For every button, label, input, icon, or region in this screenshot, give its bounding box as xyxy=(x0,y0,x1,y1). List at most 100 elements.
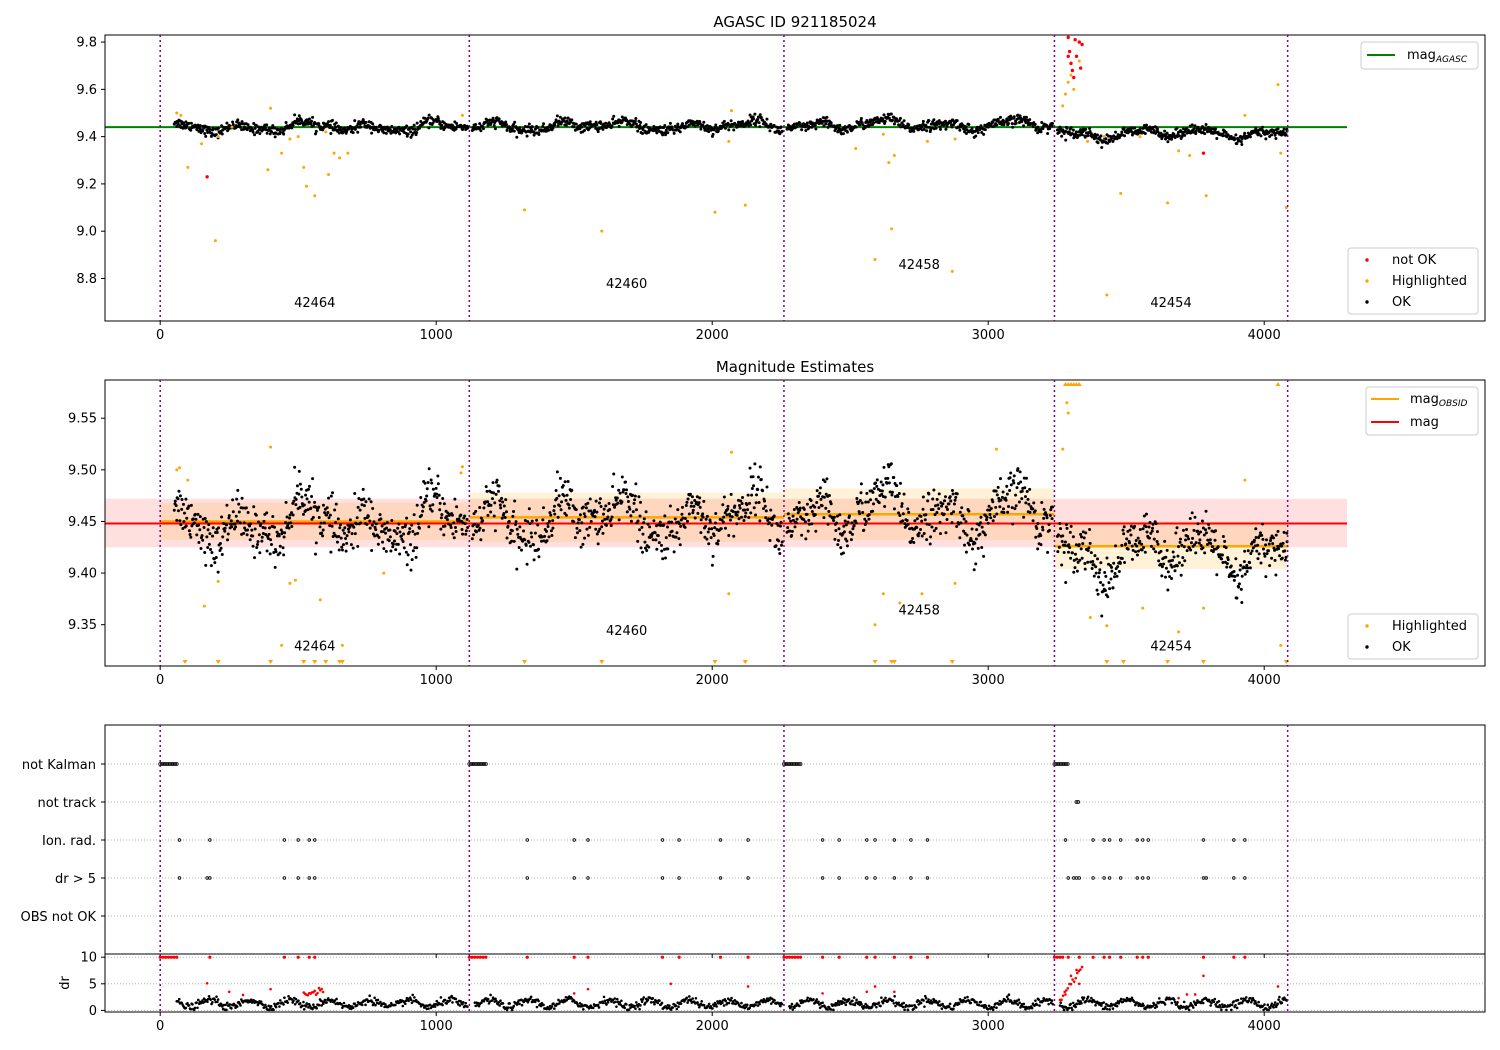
estimates-ok-point xyxy=(750,493,754,497)
agasc-ok-point xyxy=(680,122,684,126)
agasc-ok-point xyxy=(334,125,338,129)
estimates-ok-point xyxy=(670,529,674,533)
estimates-ok-point xyxy=(189,503,193,507)
flag-dr-point xyxy=(572,876,576,880)
estimates-ok-point xyxy=(1045,516,1049,520)
estimates-ok-point xyxy=(712,534,716,538)
agasc-ok-point xyxy=(225,121,229,125)
agasc-ok-point xyxy=(611,117,615,121)
estimates-ok-point xyxy=(230,525,234,529)
estimates-ok-point xyxy=(226,532,230,536)
estimates-ok-point xyxy=(1200,519,1204,523)
estimates-ok-point xyxy=(446,511,450,515)
estimates-ok-point xyxy=(207,523,211,527)
estimates-ok-point xyxy=(292,499,296,503)
agasc-ok-point xyxy=(439,126,443,130)
estimates-ok-point xyxy=(211,526,215,530)
dr-ok-point xyxy=(591,1006,595,1010)
dr-ok-point xyxy=(533,1000,537,1004)
estimates-ok-point xyxy=(541,518,545,522)
estimates-ok-point xyxy=(804,537,808,541)
estimates-ok-point xyxy=(994,505,998,509)
estimates-ok-point xyxy=(1278,554,1282,558)
agasc-ok-point xyxy=(659,126,663,130)
estimates-ok-point xyxy=(595,532,599,536)
estimates-ok-point xyxy=(255,542,259,546)
agasc-ok-point xyxy=(417,126,421,130)
estimates-ok-point xyxy=(636,539,640,543)
estimates-clipped-low-marker xyxy=(1120,660,1126,664)
estimates-ok-point xyxy=(271,514,275,518)
estimates-ok-point xyxy=(1240,600,1244,604)
agasc-highlighted-point xyxy=(1276,83,1280,87)
dr-ok-point xyxy=(353,1002,357,1005)
agasc-ok-point xyxy=(991,120,995,124)
estimates-ok-point xyxy=(842,530,846,534)
agasc-ok-point xyxy=(1282,127,1286,131)
estimates-ok-point xyxy=(1202,533,1206,537)
estimates-ok-point xyxy=(1023,495,1027,499)
estimates-ok-point xyxy=(358,508,362,512)
estimates-ok-point xyxy=(656,534,660,538)
estimates-ok-point xyxy=(578,529,582,533)
agasc-ok-point xyxy=(454,127,458,131)
estimates-ok-point xyxy=(416,522,420,526)
estimates-ok-point xyxy=(172,508,176,512)
agasc-highlighted-point xyxy=(175,111,179,115)
agasc-ok-point xyxy=(1154,131,1158,135)
agasc-ok-point xyxy=(1259,134,1263,138)
estimates-ok-point xyxy=(865,491,869,495)
estimates-ok-point xyxy=(329,550,333,554)
agasc-ok-point xyxy=(616,121,620,125)
estimates-ok-point xyxy=(1012,474,1016,478)
agasc-highlighted-point xyxy=(1243,113,1247,117)
dr-ok-point xyxy=(394,1003,397,1007)
estimates-ok-point xyxy=(810,522,814,526)
estimates-ok-point xyxy=(790,529,794,533)
estimates-ok-point xyxy=(640,525,644,529)
estimates-ok-point xyxy=(746,508,750,512)
estimates-ok-point xyxy=(1064,523,1068,527)
estimates-ok-point xyxy=(182,520,186,524)
agasc-ok-point xyxy=(929,128,933,132)
agasc-ok-point xyxy=(655,131,659,135)
estimates-ok-point xyxy=(685,500,689,504)
estimates-ok-point xyxy=(1160,565,1164,569)
estimates-ok-point xyxy=(832,518,836,522)
estimates-ok-point xyxy=(713,526,717,530)
estimates-ok-point xyxy=(351,546,355,550)
estimates-ok-point xyxy=(435,492,439,496)
agasc-ok-point xyxy=(752,117,756,121)
estimates-ok-point xyxy=(382,547,386,551)
dr-ok-point xyxy=(441,1003,444,1007)
dr-ok-point xyxy=(582,1008,585,1011)
agasc-ok-point xyxy=(925,125,929,129)
estimates-ok-point xyxy=(1057,545,1061,549)
estimates-ok-point xyxy=(1114,544,1118,548)
agasc-ytick-label: 9.6 xyxy=(76,83,97,98)
estimates-ok-point xyxy=(636,519,640,523)
estimates-ok-point xyxy=(874,497,878,501)
estimates-ok-point xyxy=(601,531,605,535)
dr-ok-point xyxy=(700,999,704,1003)
estimates-ok-point xyxy=(206,528,210,532)
estimates-ok-point xyxy=(965,533,969,537)
estimates-ok-point xyxy=(1280,556,1284,560)
flag-ion-rad-point xyxy=(660,838,665,842)
estimates-ok-point xyxy=(989,507,993,511)
agasc-ok-point xyxy=(209,134,213,138)
estimates-ok-point xyxy=(679,524,683,528)
agasc-not-ok-point xyxy=(1078,66,1083,70)
estimates-ok-point xyxy=(930,525,934,529)
dr-ok-point xyxy=(995,1006,998,1010)
estimates-ok-point xyxy=(1267,549,1271,553)
estimates-ok-point xyxy=(1237,582,1241,586)
agasc-ok-point xyxy=(426,116,430,120)
dr-ok-point xyxy=(727,1001,731,1005)
estimates-ok-point xyxy=(274,550,278,554)
estimates-ok-point xyxy=(1185,528,1189,532)
estimates-ok-point xyxy=(929,535,933,539)
estimates-ytick-label: 9.35 xyxy=(68,618,97,633)
estimates-ok-point xyxy=(1080,535,1084,539)
